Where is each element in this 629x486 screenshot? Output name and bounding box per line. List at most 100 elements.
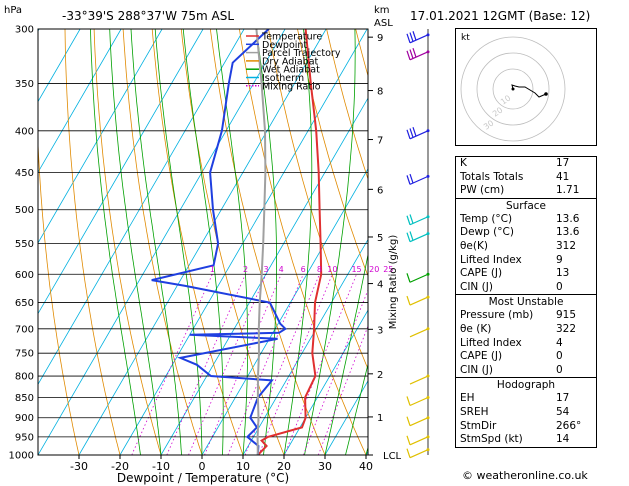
legend-item: Dewpoint: [246, 40, 307, 51]
mixing-ratio-line: [188, 274, 267, 455]
wind-barb-feather: [409, 231, 414, 241]
surface-row-label: CAPE (J): [460, 267, 503, 280]
mixing-ratio-labels: 1 2 3 4 6 8 10 15 20 25: [210, 265, 394, 274]
hodograph-stat-row: SREH 54: [456, 406, 596, 420]
hodograph-trace: [511, 84, 547, 98]
pressure-tick-label: 550: [15, 239, 34, 250]
mixing-ratio-line: [317, 324, 368, 455]
wind-barb-feather: [409, 214, 414, 224]
sounding-series: [151, 29, 323, 455]
most-unstable-row: Pressure (mb) 915: [456, 309, 596, 323]
surface-row: Temp (°C) 13.6: [456, 213, 596, 227]
most-unstable-row-value: 4: [556, 336, 563, 349]
km-label: km: [374, 5, 390, 16]
surface-row-value: 0: [556, 280, 563, 293]
surface-row: Lifted Index 9: [456, 254, 596, 268]
index-row: Totals Totals 41: [456, 171, 596, 185]
km-tick-label: 4: [377, 280, 383, 291]
copyright-footer: © weatheronline.co.uk: [462, 469, 588, 482]
most-unstable-row: Lifted Index 4: [456, 337, 596, 351]
hodograph-origin-dot: [511, 87, 515, 91]
most-unstable-row: CAPE (J) 0: [456, 350, 596, 364]
km-axis: 9 8 7 6 5 4 3 2 1 LCL: [368, 33, 402, 462]
km-tick-label: 3: [377, 325, 383, 336]
wet-adiabat-line: [130, 29, 182, 455]
hodograph-ring: [460, 36, 566, 142]
wind-barb-feather: [406, 273, 411, 283]
wind-barb-dot: [426, 129, 430, 133]
index-row-value: 41: [556, 170, 570, 183]
pressure-tick-label: 950: [15, 432, 34, 443]
wind-barb-dot: [426, 416, 430, 420]
wind-barb-feather: [409, 128, 414, 138]
legend-label: Parcel Trajectory: [262, 48, 341, 59]
pressure-tick-label: 650: [15, 298, 34, 309]
km-tick-label: 5: [377, 233, 383, 244]
surface-row: CAPE (J) 13: [456, 267, 596, 281]
wind-barb-shaft: [409, 375, 429, 385]
legend-label: Dry Adiabat: [262, 56, 319, 67]
mixing-ratio-tick-label: 2: [243, 265, 248, 274]
temperature-tick-label: 10: [236, 460, 250, 473]
wind-barb-dot: [426, 327, 430, 331]
wind-barb-feather: [406, 232, 411, 242]
wind-barb: [406, 173, 430, 185]
mixing-ratio-tick-label: 6: [301, 265, 306, 274]
hodograph-stat-row-label: EH: [460, 392, 475, 405]
wind-barb: [406, 448, 430, 459]
mixing-ratio-tick-label: 25: [383, 265, 393, 274]
most-unstable-row-label: CIN (J): [460, 363, 493, 376]
temperature-tick-label: 30: [318, 460, 332, 473]
most-unstable-row: θe (K) 322: [456, 323, 596, 337]
wind-barb: [406, 127, 430, 140]
pressure-tick-label: 1000: [9, 451, 34, 462]
hodograph-ring: [476, 52, 550, 126]
hodograph-stat-row-value: 266°: [556, 419, 582, 432]
pressure-tick-label: 450: [15, 168, 34, 179]
hodograph-stat-row-label: StmDir: [460, 419, 497, 432]
isotherm-line: [119, 29, 368, 455]
index-row-value: 1.71: [556, 184, 580, 197]
series-line-dewpoint: [151, 29, 288, 455]
dry-adiabat-line: [297, 29, 368, 278]
isotherm-line: [38, 29, 163, 244]
temperature-tick-label: 20: [277, 460, 291, 473]
index-row-value: 17: [556, 157, 570, 169]
wind-barb: [406, 295, 430, 306]
wet-adiabat-line: [256, 29, 277, 455]
dry-adiabat-line: [93, 29, 162, 455]
wind-barb: [406, 395, 430, 407]
mixing-ratio-axis-label: Mixing Ratio (g/kg): [388, 235, 399, 330]
km-tick-label: 8: [377, 87, 383, 98]
legend-item: Wet Adiabat: [246, 65, 320, 76]
wind-barb-feather: [406, 50, 411, 61]
legend-label: Dewpoint: [262, 40, 307, 51]
hpa-label: hPa: [4, 5, 22, 16]
wind-barb-feather: [409, 49, 414, 59]
hodograph-ring-label: 30: [482, 118, 496, 131]
wind-barb-shaft: [409, 273, 429, 283]
hodograph-ring-label: 20: [491, 105, 505, 118]
most-unstable-row-label: CAPE (J): [460, 350, 503, 363]
legend-label: Temperature: [261, 32, 322, 43]
surface-row: CIN (J) 0: [456, 281, 596, 295]
hodograph-stats-title: Hodograph: [456, 377, 596, 392]
wet-adiabat-line: [90, 29, 141, 455]
mixing-ratio-tick-label: 20: [369, 265, 379, 274]
surface-row-value: 9: [556, 253, 563, 266]
km-tick-label: 9: [377, 33, 383, 44]
most-unstable-row-label: Pressure (mb): [460, 309, 534, 322]
wind-barb-dot: [426, 33, 430, 37]
pressure-tick-label: 500: [15, 205, 34, 216]
dry-adiabat-line: [326, 29, 368, 181]
temperature-tick-label: 40: [359, 460, 373, 473]
mixing-ratio-tick-label: 4: [279, 265, 284, 274]
km-tick-label: LCL: [383, 451, 402, 462]
wind-barb-shaft: [409, 417, 429, 427]
most-unstable-title: Most Unstable: [456, 294, 596, 309]
surface-row-value: 13.6: [556, 212, 580, 225]
wind-barb: [406, 214, 430, 226]
x-axis-label: Dewpoint / Temperature (°C): [117, 471, 289, 485]
